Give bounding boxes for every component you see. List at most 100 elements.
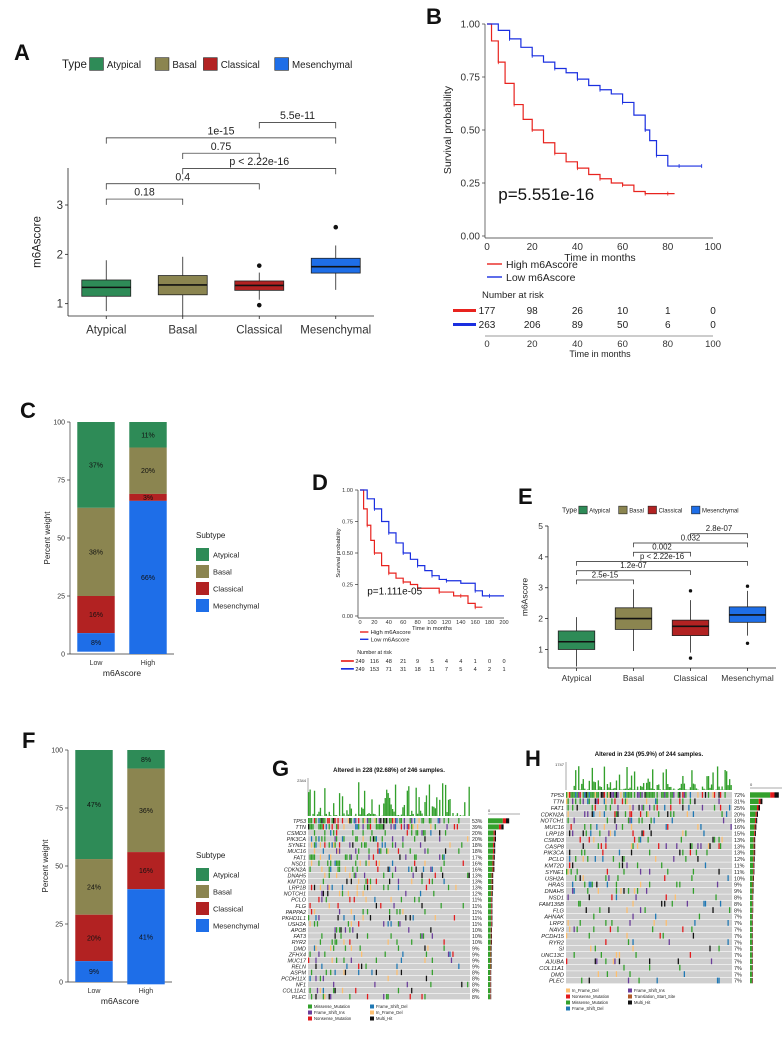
mutation-cell <box>569 830 571 837</box>
gene-label: KMT2D <box>288 880 307 886</box>
legend-swatch <box>647 505 657 515</box>
mutation-cell <box>608 792 610 798</box>
mutation-cell <box>644 907 646 913</box>
mutation-cell <box>712 907 714 913</box>
mutation-cell <box>573 926 575 933</box>
top-bar <box>587 789 589 790</box>
data-label: 9% <box>89 969 99 976</box>
mutation-cell <box>343 969 345 976</box>
mutation-cell <box>366 824 369 830</box>
top-bar <box>434 808 436 816</box>
gene-percent: 7% <box>734 934 742 940</box>
mutation-cell <box>724 792 726 798</box>
mutation-cell <box>602 849 604 856</box>
mutation-cell <box>356 884 358 891</box>
mutation-cell <box>415 866 417 872</box>
top-bar <box>324 788 326 816</box>
row-background <box>308 993 470 1000</box>
gene-label: HRAS <box>548 883 564 889</box>
row-background <box>308 902 470 909</box>
mutation-cell <box>338 866 341 872</box>
mutation-cell <box>369 824 372 830</box>
bar-segment-atypical <box>75 750 113 860</box>
mutation-cell <box>591 881 593 888</box>
mutation-cell <box>384 818 386 824</box>
side-bar <box>752 881 754 888</box>
row-background <box>566 932 732 939</box>
mutation-cell <box>633 888 636 894</box>
top-bar <box>363 790 366 816</box>
top-bar <box>350 808 353 816</box>
top-bar <box>347 814 350 816</box>
mutation-cell <box>612 856 615 862</box>
mutation-cell <box>309 854 311 860</box>
mutation-cell <box>665 920 667 926</box>
mutation-cell <box>569 856 571 862</box>
mutation-cell <box>397 878 400 885</box>
mutation-cell <box>728 907 731 913</box>
legend-label: Classical <box>221 60 260 71</box>
mutation-cell <box>442 854 444 860</box>
gene-label: PCDH11X <box>281 977 306 983</box>
mutation-cell <box>422 933 425 939</box>
top-bar <box>656 784 658 790</box>
mutation-cell <box>632 939 634 945</box>
top-bar <box>394 784 397 816</box>
side-bar <box>488 891 492 897</box>
risk-table-cell: 116 <box>370 659 379 665</box>
top-bar <box>402 807 404 816</box>
gene-percent: 7% <box>734 979 742 985</box>
mutation-cell <box>394 818 397 824</box>
y-tick-label: 5 <box>538 521 543 531</box>
side-bar <box>490 933 492 939</box>
mutation-cell <box>585 792 587 798</box>
mutation-cell <box>365 963 367 970</box>
oncoplot-title: Altered in 228 (92.68%) of 246 samples. <box>333 768 445 774</box>
row-background <box>566 836 732 843</box>
mutation-cell <box>458 848 460 854</box>
mutation-cell <box>335 939 338 945</box>
row-background <box>566 888 732 894</box>
mutation-cell <box>416 824 419 830</box>
mutation-cell <box>608 875 610 881</box>
mutation-cell <box>368 848 370 854</box>
panel-label-e: E <box>518 484 533 509</box>
mutation-cell <box>330 993 332 1000</box>
bar-segment-basal <box>75 859 113 915</box>
mutation-cell <box>321 866 323 872</box>
mutation-cell <box>655 856 657 862</box>
x-tick-label: 100 <box>705 242 722 253</box>
mutation-cell <box>632 945 634 952</box>
mutation-cell <box>667 792 669 798</box>
panel-label-a: A <box>14 40 30 65</box>
legend-label: Mesenchymal <box>213 922 260 931</box>
mutation-cell <box>691 875 693 881</box>
row-background <box>308 963 470 970</box>
mutation-cell <box>578 900 580 907</box>
mutation-cell <box>419 933 422 939</box>
mutation-cell <box>359 945 361 951</box>
risk-strata-marker <box>453 309 476 312</box>
mutation-cell <box>366 909 369 915</box>
mutation-cell <box>689 849 692 856</box>
mutation-cell <box>621 862 624 869</box>
mutation-cell <box>593 913 595 920</box>
gene-label: UNC13C <box>541 953 565 959</box>
top-bar <box>712 772 714 790</box>
x-tick-label: 40 <box>572 242 584 253</box>
mutation-cell <box>355 836 357 842</box>
mutation-cell <box>608 907 610 913</box>
side-bar <box>750 926 752 933</box>
row-background <box>566 811 732 817</box>
mutation-cell <box>697 792 699 798</box>
gene-row: ZFHX4 9% <box>288 951 492 958</box>
mutation-cell <box>686 811 689 817</box>
mutation-cell <box>665 894 667 901</box>
mutation-cell <box>667 868 669 875</box>
panel-label-g: G <box>272 756 290 781</box>
mutation-cell <box>406 830 408 836</box>
mutation-cell <box>335 927 338 933</box>
mutation-cell <box>338 909 341 915</box>
mutation-cell <box>629 804 631 811</box>
top-bar <box>386 789 388 816</box>
